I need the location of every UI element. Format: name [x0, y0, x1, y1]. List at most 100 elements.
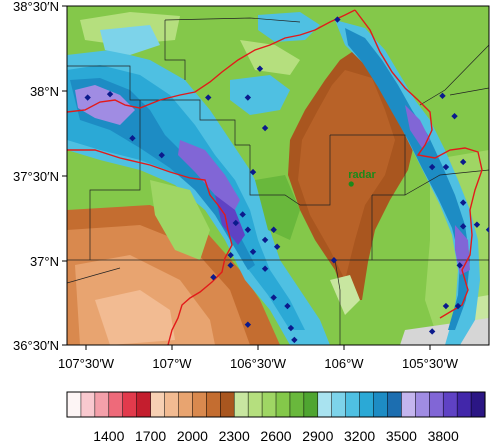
colorbar-swatch: [415, 391, 430, 418]
colorbar-swatch: [442, 391, 458, 418]
county-boundaries: [67, 17, 489, 345]
colorbar-swatch: [192, 391, 207, 418]
colorbar-tick-label: 3500: [386, 428, 417, 444]
colorbar-swatch: [289, 391, 305, 418]
colorbar-swatch: [345, 391, 361, 418]
station-marker: [249, 248, 257, 255]
station-marker: [456, 262, 463, 269]
station-marker: [129, 135, 136, 142]
colorbar-swatch: [136, 391, 152, 418]
colorbar-swatch: [387, 391, 402, 418]
colorbar-swatch: [429, 391, 444, 418]
lat-label-3630: 36°30′N: [13, 338, 59, 353]
station-marker: [84, 94, 91, 101]
elevation-colorbar: [66, 391, 486, 418]
station-marker: [334, 16, 341, 23]
station-marker: [330, 257, 338, 264]
station-marker: [270, 226, 277, 233]
colorbar-swatch: [206, 391, 221, 418]
colorbar-tick-label: 2300: [219, 428, 250, 444]
colorbar-swatch: [178, 391, 193, 418]
station-marker: [227, 262, 234, 269]
radar-site: radar: [348, 169, 376, 187]
map-ticks: [62, 5, 431, 350]
station-marker: [473, 221, 481, 228]
colorbar-tick-label: 1700: [135, 428, 166, 444]
station-marker: [210, 274, 217, 281]
lon-label-107: 107°W: [152, 356, 192, 371]
station-marker: [439, 92, 446, 100]
colorbar-swatch: [122, 391, 138, 418]
station-marker: [227, 251, 234, 259]
station-marker: [106, 90, 114, 98]
colorbar-swatch: [303, 391, 319, 418]
station-marker: [442, 302, 450, 310]
map-panel: [67, 6, 489, 345]
colorbar-tick-label: 2000: [177, 428, 208, 444]
station-marker: [244, 226, 252, 233]
radar-marker: [348, 181, 354, 187]
lat-label-3830: 38°30′N: [13, 0, 59, 14]
colorbar-swatch: [233, 391, 249, 418]
station-marker: [459, 199, 467, 206]
lat-label-38: 38°N: [30, 84, 59, 99]
colorbar-swatch: [401, 391, 416, 418]
basin-boundaries: [67, 9, 483, 345]
lon-label-10530: 105°30′W: [402, 356, 459, 371]
colorbar-tick-label: 2900: [302, 428, 333, 444]
colorbar-swatch: [359, 391, 375, 418]
colorbar-tick-label: 2600: [260, 428, 291, 444]
station-marker: [291, 336, 298, 344]
station-marker: [428, 163, 436, 171]
colorbar-swatch: [317, 391, 333, 418]
lat-label-37: 37°N: [30, 254, 59, 269]
station-marker: [451, 112, 458, 120]
colorbar-swatch: [331, 391, 347, 418]
station-marker: [158, 151, 165, 159]
station-marker: [459, 158, 467, 166]
station-marker: [256, 65, 264, 72]
longitude-labels: 107°30′W 107°W 106°30′W 106°W 105°30′W: [58, 356, 459, 371]
station-marker: [249, 168, 257, 176]
station-marker: [287, 324, 295, 332]
lon-label-10630: 106°30′W: [230, 356, 287, 371]
colorbar-swatch: [261, 391, 277, 418]
station-marker: [261, 265, 269, 272]
station-marker: [239, 211, 246, 218]
station-marker: [205, 94, 212, 101]
terrain-san-juan-mountains: [67, 25, 330, 345]
lat-label-3730: 37°30′N: [13, 169, 59, 184]
terrain-san-luis-valley: [288, 50, 415, 300]
colorbar-swatch: [66, 391, 82, 418]
colorbar-labels: 1400 1700 2000 2300 2600 2900 3200 3500 3800: [93, 428, 459, 444]
colorbar-swatch: [108, 391, 124, 418]
colorbar-swatch: [80, 391, 96, 418]
station-marker: [284, 302, 291, 310]
station-marker: [485, 226, 489, 233]
colorbar-swatch: [373, 391, 389, 418]
colorbar-tick-label: 3800: [428, 428, 459, 444]
radar-label: radar: [348, 169, 376, 181]
colorbar-swatch: [275, 391, 291, 418]
station-markers: [84, 16, 489, 344]
station-marker: [244, 321, 252, 328]
station-marker: [459, 223, 467, 230]
lon-label-10730: 107°30′W: [58, 356, 115, 371]
colorbar-swatch: [164, 391, 180, 418]
station-marker: [442, 163, 450, 171]
latitude-labels: 38°30′N 38°N 37°30′N 37°N 36°30′N: [13, 0, 59, 353]
station-marker: [270, 294, 277, 301]
colorbar-frame: [66, 391, 486, 418]
station-marker: [454, 302, 462, 310]
colorbar-swatch: [94, 391, 110, 418]
lon-label-106: 106°W: [324, 356, 364, 371]
colorbar-swatch: [220, 391, 235, 418]
terrain-ridges: [150, 40, 360, 315]
station-marker: [232, 219, 239, 227]
station-marker: [273, 243, 281, 250]
station-marker: [244, 94, 252, 101]
colorbar-tick-label: 3200: [344, 428, 375, 444]
colorbar-tick-label: 1400: [93, 428, 124, 444]
colorbar-swatch: [470, 391, 486, 418]
